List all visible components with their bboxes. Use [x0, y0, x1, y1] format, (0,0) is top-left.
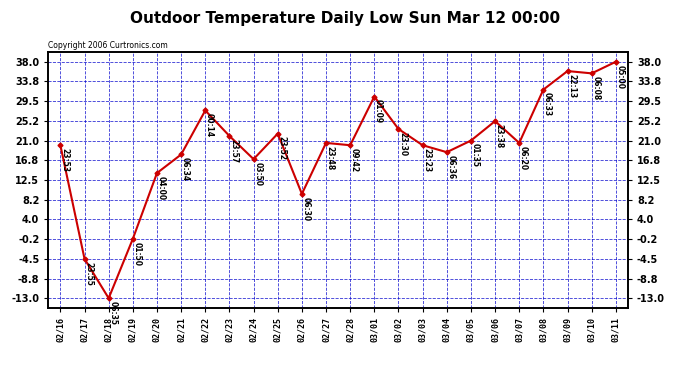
Text: 01:35: 01:35 — [471, 143, 480, 167]
Text: 06:08: 06:08 — [591, 76, 600, 100]
Text: 23:53: 23:53 — [60, 148, 69, 172]
Text: Outdoor Temperature Daily Low Sun Mar 12 00:00: Outdoor Temperature Daily Low Sun Mar 12… — [130, 11, 560, 26]
Text: 01:50: 01:50 — [132, 242, 141, 266]
Text: 22:13: 22:13 — [567, 74, 576, 98]
Text: 23:23: 23:23 — [422, 148, 431, 172]
Text: 03:50: 03:50 — [253, 162, 262, 186]
Text: 06:33: 06:33 — [543, 92, 552, 117]
Text: 23:55: 23:55 — [84, 262, 93, 285]
Text: 09:42: 09:42 — [350, 148, 359, 172]
Text: 00:14: 00:14 — [205, 113, 214, 137]
Text: Copyright 2006 Curtronics.com: Copyright 2006 Curtronics.com — [48, 41, 168, 50]
Text: 05:00: 05:00 — [615, 64, 624, 88]
Text: 23:30: 23:30 — [398, 132, 407, 156]
Text: 06:35: 06:35 — [108, 301, 117, 325]
Text: 06:20: 06:20 — [519, 146, 528, 170]
Text: 23:38: 23:38 — [495, 124, 504, 148]
Text: 06:36: 06:36 — [446, 155, 455, 179]
Text: 23:48: 23:48 — [326, 146, 335, 170]
Text: 06:34: 06:34 — [181, 157, 190, 182]
Text: 23:57: 23:57 — [229, 139, 238, 163]
Text: 04:00: 04:00 — [157, 176, 166, 200]
Text: 23:52: 23:52 — [277, 136, 286, 160]
Text: 06:30: 06:30 — [302, 196, 310, 221]
Text: 01:09: 01:09 — [374, 99, 383, 123]
